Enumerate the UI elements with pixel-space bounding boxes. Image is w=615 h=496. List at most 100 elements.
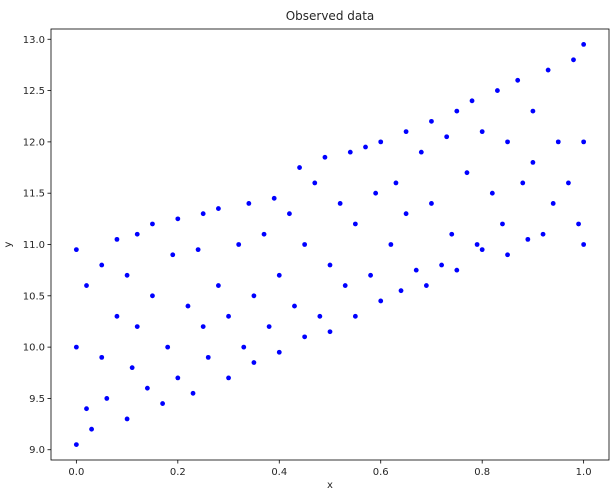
data-point	[576, 221, 581, 227]
data-point	[403, 129, 409, 135]
data-point	[190, 390, 196, 396]
data-point	[469, 98, 475, 104]
data-point	[444, 134, 450, 140]
data-point	[429, 201, 434, 206]
data-point	[276, 349, 282, 355]
data-point	[342, 283, 348, 288]
y-tick-label: 10.0	[23, 343, 45, 354]
data-point	[581, 139, 587, 145]
data-point	[150, 221, 155, 227]
data-point	[114, 313, 120, 319]
data-point	[550, 201, 556, 206]
data-point	[84, 283, 89, 288]
data-point	[104, 396, 110, 401]
data-point	[454, 267, 460, 273]
data-point	[175, 375, 181, 381]
data-point	[403, 211, 409, 217]
data-point	[454, 108, 460, 114]
data-point	[479, 129, 485, 135]
data-point	[347, 149, 353, 155]
data-point	[540, 231, 546, 237]
data-point	[317, 313, 323, 319]
data-point	[99, 262, 105, 268]
y-axis: 9.0 9.5 10.0 10.5 11.0 11.5 12.0 12.5 13.0	[23, 35, 51, 456]
data-point	[175, 216, 181, 222]
x-tick-label: 0.2	[170, 467, 186, 478]
data-point	[474, 242, 480, 247]
data-point	[373, 190, 379, 196]
data-point	[530, 160, 536, 165]
data-point	[99, 354, 105, 360]
data-point	[129, 365, 135, 371]
x-axis-label: x	[327, 480, 333, 491]
data-point	[337, 201, 343, 206]
data-point	[292, 303, 297, 309]
y-tick-label: 10.5	[23, 291, 45, 302]
x-axis: 0.0 0.2 0.4 0.6 0.8 1.0	[68, 460, 592, 478]
data-point	[505, 252, 510, 258]
y-tick-label: 13.0	[23, 35, 45, 46]
data-point	[185, 303, 191, 309]
data-point	[276, 272, 282, 278]
y-tick-label: 9.5	[29, 394, 45, 405]
data-point	[525, 236, 531, 242]
data-point	[261, 231, 267, 237]
data-point	[170, 252, 176, 258]
data-point	[144, 385, 150, 391]
data-point	[226, 313, 231, 319]
data-point	[500, 221, 505, 227]
data-point	[160, 401, 166, 406]
data-point	[571, 57, 576, 63]
data-point	[84, 406, 89, 412]
data-point	[327, 329, 333, 335]
data-point	[413, 267, 419, 273]
x-tick-label: 0.8	[474, 467, 490, 478]
data-point	[388, 242, 394, 247]
data-point	[246, 201, 252, 206]
data-point	[515, 77, 521, 83]
data-point	[73, 442, 79, 448]
data-point	[134, 324, 140, 329]
y-tick-label: 12.5	[23, 86, 45, 97]
data-point	[505, 139, 510, 145]
data-point	[566, 180, 571, 186]
data-point	[73, 247, 79, 253]
data-point	[352, 221, 358, 227]
data-point	[398, 288, 404, 294]
data-point	[266, 324, 272, 329]
data-point	[495, 88, 500, 93]
data-point	[368, 272, 373, 278]
data-point	[124, 416, 130, 422]
data-point	[418, 149, 424, 155]
data-point	[150, 293, 155, 299]
data-point	[581, 41, 587, 47]
data-point	[195, 247, 201, 253]
data-point	[530, 108, 536, 114]
data-point	[226, 375, 231, 381]
data-point	[287, 211, 292, 217]
data-point	[216, 206, 221, 211]
data-point	[200, 324, 206, 329]
data-point	[73, 344, 79, 350]
data-point	[520, 180, 526, 186]
x-tick-label: 0.6	[373, 467, 389, 478]
data-point	[545, 67, 551, 73]
y-tick-label: 9.0	[29, 445, 45, 456]
data-point	[489, 190, 495, 196]
data-points	[73, 41, 587, 448]
data-point	[200, 211, 206, 217]
data-point	[134, 231, 140, 237]
data-point	[89, 426, 94, 432]
data-point	[114, 236, 120, 242]
data-point	[271, 195, 277, 201]
data-point	[352, 313, 358, 319]
data-point	[449, 231, 455, 237]
data-point	[251, 360, 257, 365]
data-point	[378, 139, 384, 145]
x-tick-label: 0.4	[271, 467, 287, 478]
data-point	[363, 144, 368, 150]
data-point	[165, 344, 171, 350]
data-point	[393, 180, 399, 186]
